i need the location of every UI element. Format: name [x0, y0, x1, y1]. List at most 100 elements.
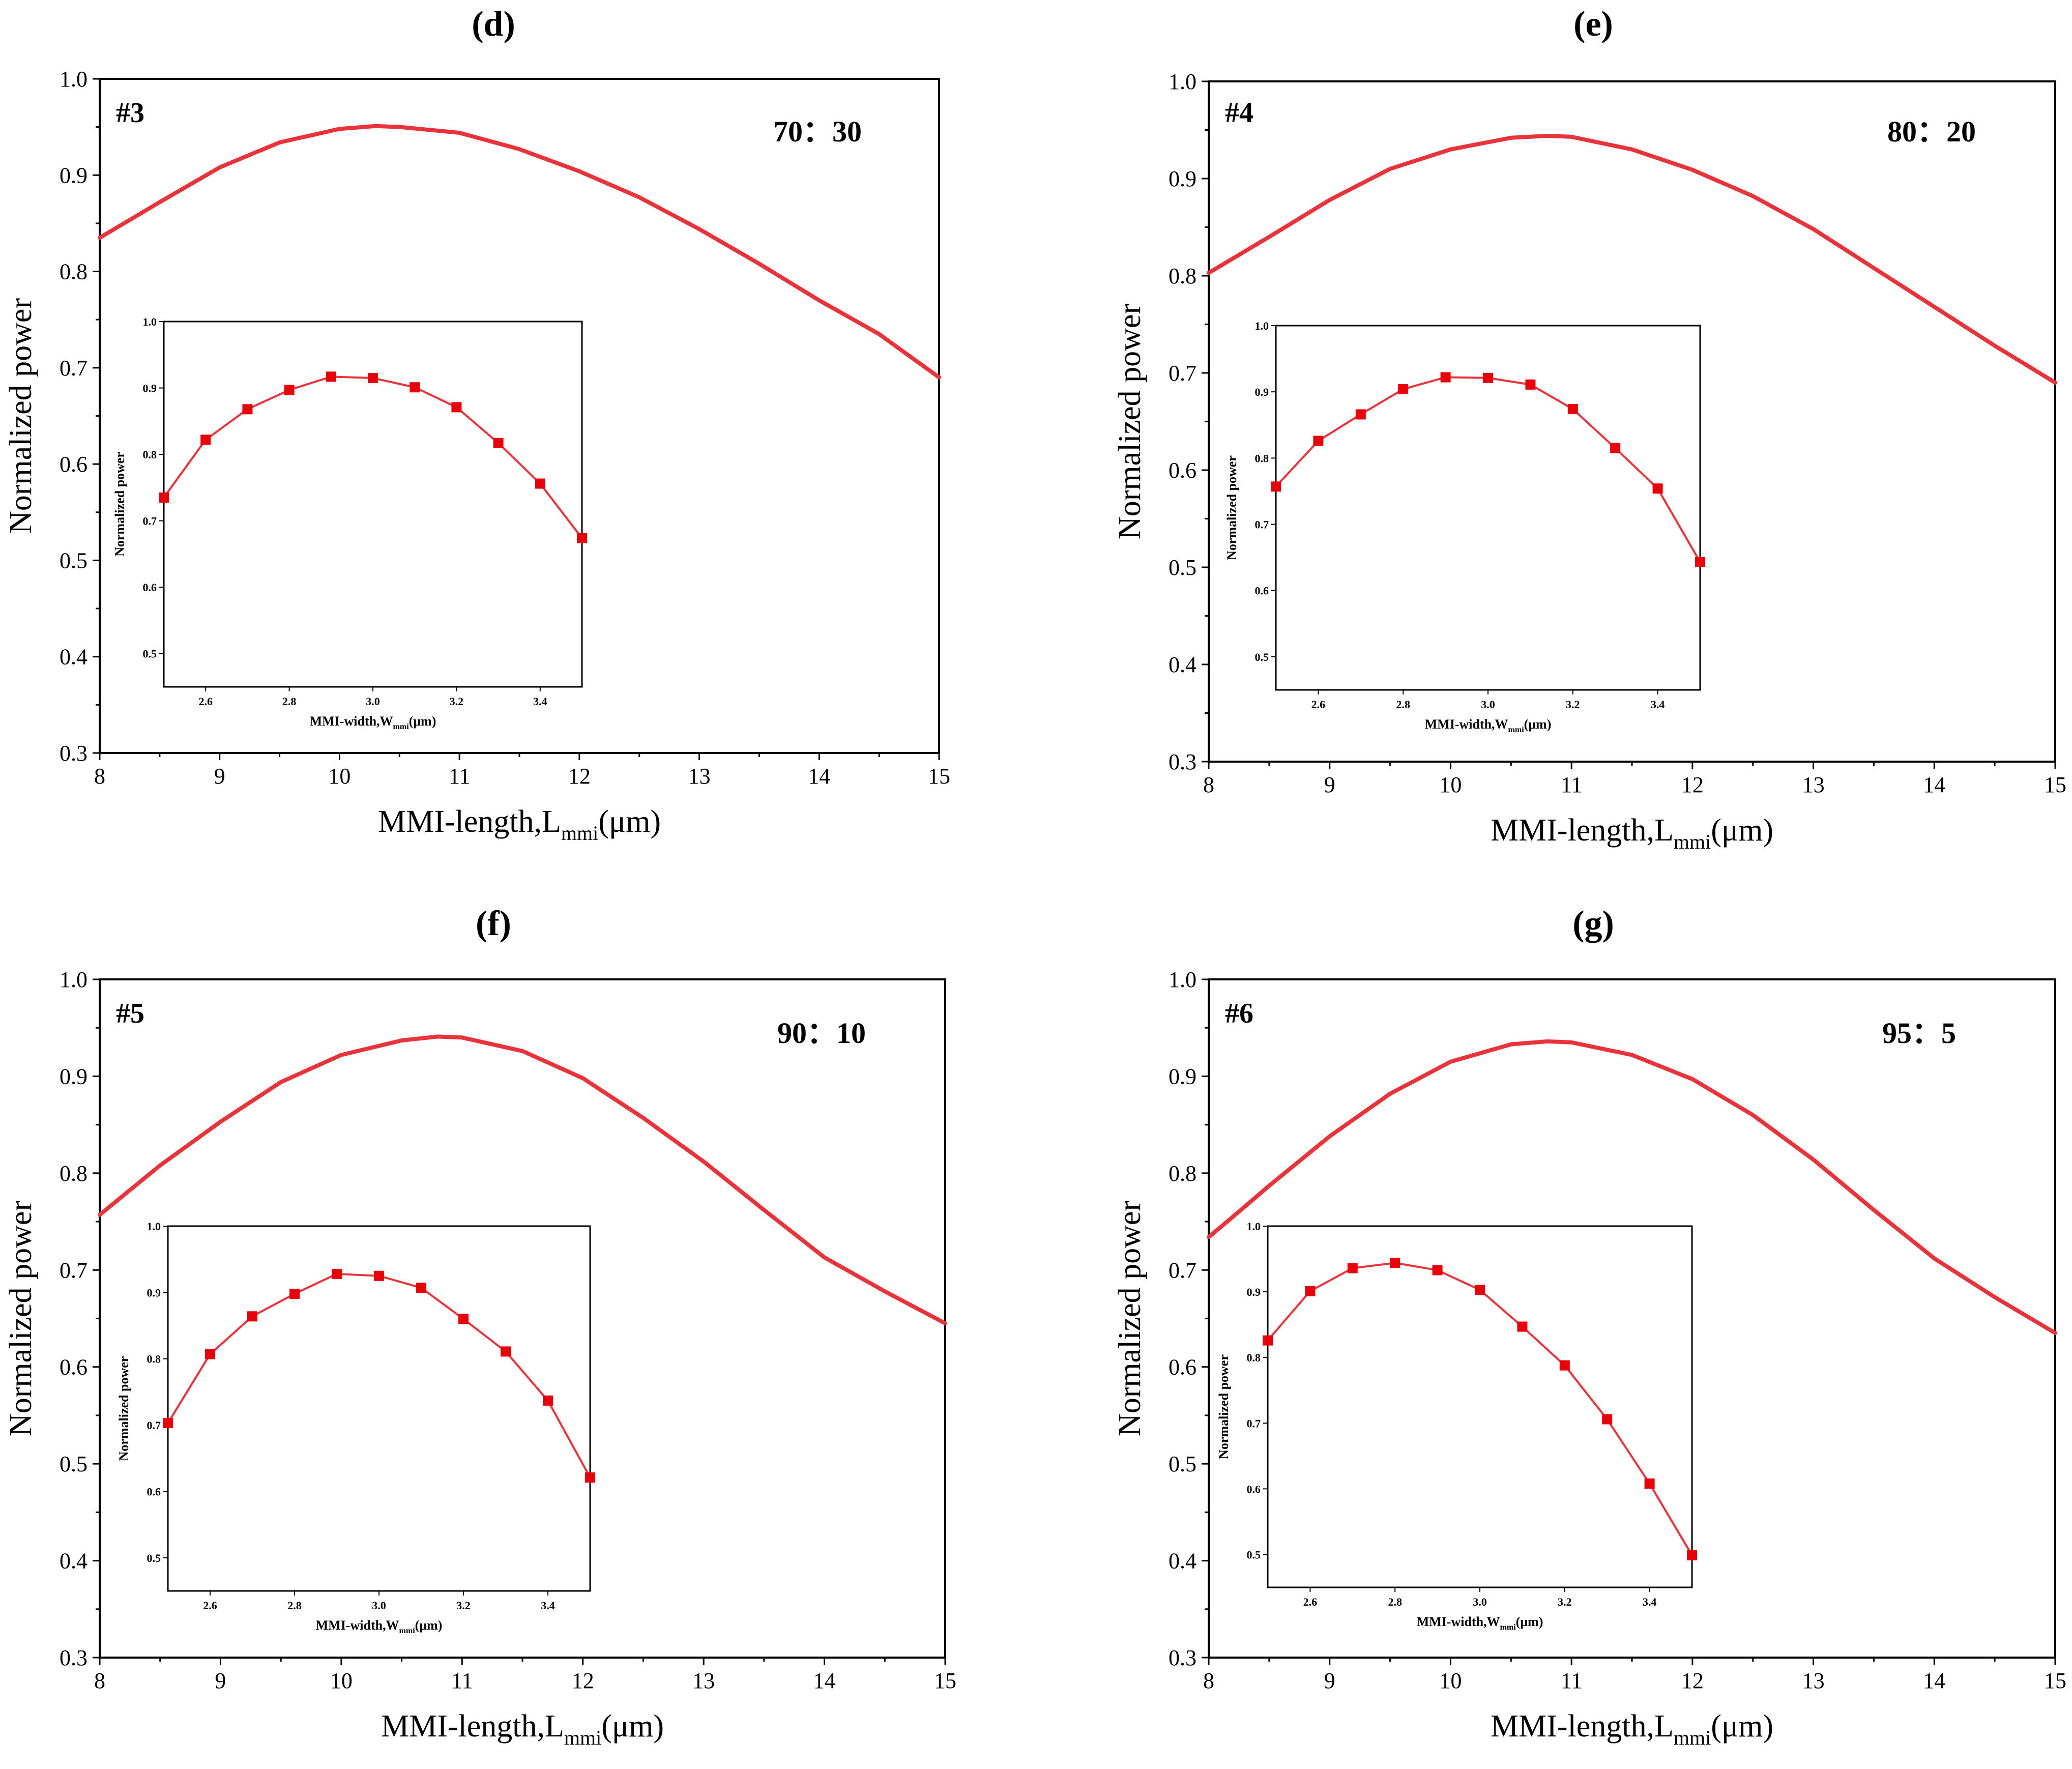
x-tick-label: 8	[94, 764, 105, 789]
x-tick-label: 13	[1802, 772, 1825, 797]
chart-panel-f: (f) 8 9 10 11 12 13 14 15 0.3 0.4 0.5 0.6 0.7 0.8 0.9 1.…	[4, 904, 956, 1749]
inset-chart: 2.6 2.8 3.0 3.2 3.4 0.5 0.6 0.7 0.8 0.9 1.0 MMI-wid…	[1216, 1220, 1697, 1632]
chart-panel-e: (e) 8 9 10 11 12 13 14 15 0.3 0.4 0.5 0.6 0.7 0.8 0.9 1.…	[1113, 5, 2066, 853]
inset-data-point	[458, 1314, 469, 1324]
inset-x-tick-label: 3.2	[1566, 698, 1580, 711]
inset-x-tick-label: 2.6	[198, 695, 213, 708]
y-tick-label: 0.4	[1169, 652, 1196, 677]
y-tick-label: 0.7	[1169, 361, 1196, 386]
inset-y-tick-label: 0.9	[1247, 1286, 1261, 1298]
y-tick-label: 0.4	[60, 645, 87, 670]
x-tick-label: 13	[688, 764, 711, 789]
inset-y-tick-label: 0.9	[147, 1286, 161, 1299]
y-axis-title: Normalized power	[1113, 1201, 1147, 1436]
x-tick-label: 12	[572, 1668, 594, 1693]
x-tick-label: 11	[1561, 772, 1582, 797]
device-id-label: #3	[116, 97, 144, 129]
inset-y-tick-label: 0.9	[1255, 386, 1269, 398]
split-ratio-label: 80：20	[1887, 115, 1976, 148]
inset-data-point	[326, 371, 336, 382]
x-tick-label: 15	[2044, 1668, 2066, 1693]
inset-data-point	[585, 1472, 595, 1483]
inset-y-tick-label: 1.0	[143, 315, 157, 328]
y-tick-label: 0.3	[60, 741, 87, 766]
inset-x-axis-title-sub: mmi	[1508, 726, 1525, 734]
y-tick-label: 0.8	[60, 259, 87, 284]
y-tick-label: 1.0	[60, 967, 87, 992]
x-axis-title-sub: mmi	[564, 1726, 601, 1749]
inset-x-tick-label: 3.2	[1558, 1596, 1572, 1608]
inset-x-tick-label: 3.0	[366, 695, 380, 708]
inset-y-tick-label: 0.6	[1255, 585, 1269, 597]
inset-y-tick-label: 1.0	[147, 1220, 161, 1233]
inset-data-point	[410, 382, 420, 393]
inset-data-point	[1390, 1258, 1400, 1268]
inset-y-tick-label: 0.7	[1255, 518, 1269, 531]
inset-data-point	[1483, 372, 1493, 383]
x-tick-label: 8	[94, 1668, 105, 1693]
inset-x-tick-label: 3.4	[1643, 1596, 1657, 1608]
y-tick-label: 0.8	[60, 1161, 87, 1186]
x-axis-title-text: MMI-length,L	[378, 804, 561, 839]
inset-data-point	[493, 438, 504, 448]
y-tick-label: 0.9	[60, 1064, 87, 1089]
inset-data-point	[1355, 409, 1366, 420]
inset-x-axis-title-unit: (μm)	[1524, 717, 1552, 732]
y-tick-label: 0.6	[1169, 458, 1196, 483]
inset-frame	[1275, 325, 1701, 691]
inset-data-point	[205, 1349, 215, 1359]
inset-x-axis-title-unit: (μm)	[1516, 1614, 1543, 1629]
inset-y-tick-label: 0.5	[1247, 1548, 1261, 1561]
inset-x-axis-title-sub: mmi	[399, 1627, 416, 1635]
inset-data-point	[1687, 1550, 1697, 1560]
inset-x-tick-label: 3.0	[372, 1599, 386, 1612]
inset-x-tick-label: 3.2	[456, 1599, 471, 1612]
device-id-label: #5	[116, 998, 144, 1029]
inset-x-tick-label: 3.4	[533, 695, 547, 708]
x-tick-label: 13	[1802, 1668, 1825, 1693]
y-tick-label: 0.8	[1169, 264, 1196, 288]
inset-y-axis-title: Normalized power	[116, 1356, 131, 1461]
x-tick-label: 12	[1681, 1668, 1704, 1693]
x-tick-label: 15	[2044, 772, 2066, 797]
inset-data-point	[1263, 1335, 1273, 1346]
y-tick-label: 0.5	[1169, 1452, 1196, 1476]
x-axis-title: MMI-length,Lmmi(μm)	[378, 804, 661, 845]
inset-x-axis-title: MMI-width,Wmmi(μm)	[316, 1618, 443, 1635]
inset-x-axis-title-text: MMI-width,W	[316, 1618, 399, 1633]
x-tick-label: 9	[215, 1668, 226, 1693]
inset-data-point	[1271, 481, 1281, 492]
inset-y-axis-title: Normalized power	[112, 452, 127, 557]
x-axis-title: MMI-length,Lmmi(μm)	[1491, 813, 1773, 853]
inset-data-point	[1517, 1321, 1528, 1332]
inset-data-point	[1567, 404, 1578, 415]
inset-data-point	[577, 533, 587, 543]
inset-x-axis-title-sub: mmi	[393, 722, 410, 731]
inset-x-tick-label: 2.6	[203, 1599, 217, 1612]
x-tick-label: 10	[1439, 1668, 1462, 1693]
inset-data-point	[368, 372, 378, 383]
x-axis-title-unit: (μm)	[1711, 813, 1773, 848]
inset-x-tick-label: 2.6	[1303, 1596, 1318, 1608]
y-tick-label: 0.5	[60, 548, 87, 573]
y-tick-label: 1.0	[1169, 69, 1196, 94]
inset-y-tick-label: 0.9	[143, 382, 157, 395]
x-axis-title-unit: (μm)	[1711, 1709, 1773, 1744]
x-axis-title: MMI-length,Lmmi(μm)	[1491, 1709, 1773, 1749]
x-tick-label: 13	[692, 1668, 715, 1693]
inset-data-point	[374, 1270, 384, 1281]
inset-data-point	[1695, 557, 1705, 567]
inset-data-point	[1525, 379, 1536, 390]
inset-y-tick-label: 0.6	[1247, 1483, 1261, 1495]
inset-y-tick-label: 0.5	[147, 1552, 161, 1564]
inset-x-axis-title: MMI-width,Wmmi(μm)	[1425, 717, 1552, 734]
x-axis-title-text: MMI-length,L	[1491, 1709, 1674, 1744]
inset-data-point	[1398, 384, 1409, 394]
inset-x-axis-title: MMI-width,Wmmi(μm)	[310, 714, 436, 731]
inset-x-axis-title-unit: (μm)	[415, 1618, 443, 1633]
device-id-label: #6	[1225, 998, 1253, 1029]
y-tick-label: 0.7	[60, 1258, 87, 1283]
chart-panel-g: (g) 8 9 10 11 12 13 14 15 0.3 0.4 0.5 0.6 0.7 0.8 0.9 1.…	[1113, 904, 2066, 1749]
inset-y-tick-label: 0.7	[1247, 1417, 1261, 1430]
x-axis-title-text: MMI-length,L	[1491, 813, 1674, 848]
